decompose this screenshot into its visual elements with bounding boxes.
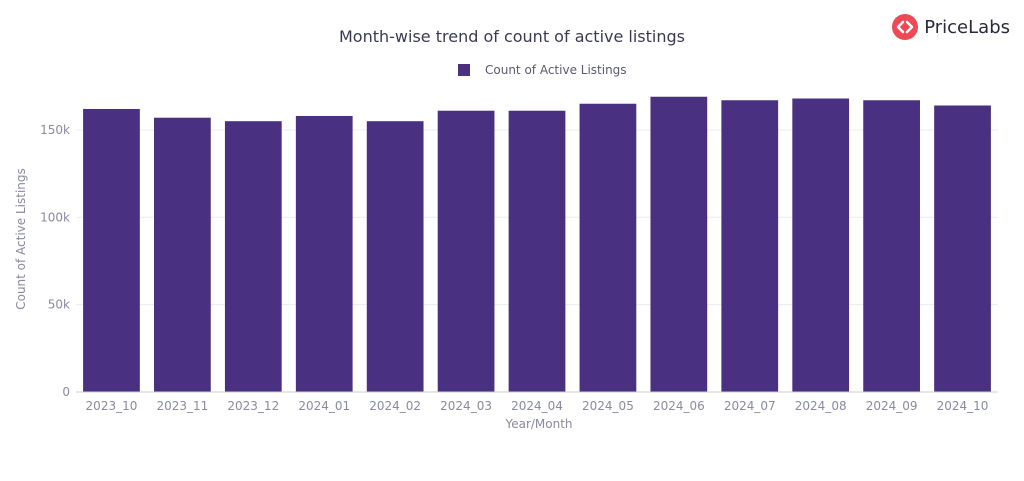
x-axis-label: Year/Month [504, 417, 572, 431]
bar [83, 108, 140, 392]
code-brackets-icon [892, 14, 919, 40]
y-axis-ticks: 0 50k 100k 150k [40, 123, 70, 399]
x-tick-label: 2023_11 [156, 399, 208, 413]
x-tick-label: 2023_12 [227, 399, 279, 413]
x-tick-label: 2024_03 [440, 399, 492, 413]
bar [224, 121, 282, 393]
x-axis-ticks: 2023_10 2023_11 2023_12 2024_01 2024_02 2024_… [86, 399, 989, 413]
bar [437, 110, 495, 393]
x-tick-label: 2024_08 [795, 399, 847, 413]
x-tick-label: 2024_05 [582, 399, 634, 413]
bar [154, 117, 211, 392]
brand-name: PriceLabs [924, 16, 1010, 38]
bar [650, 96, 708, 392]
legend-swatch [458, 64, 470, 76]
bar [934, 105, 991, 392]
bar [792, 98, 850, 393]
y-axis-label: Count of Active Listings [14, 168, 28, 310]
bar [579, 103, 637, 392]
y-tick-label: 100k [40, 210, 70, 224]
bar [508, 110, 566, 393]
x-tick-label: 2024_01 [298, 399, 350, 413]
bar [863, 100, 920, 392]
bar [721, 100, 779, 392]
y-tick-label: 50k [48, 298, 70, 312]
x-tick-label: 2024_06 [653, 399, 705, 413]
bar [366, 121, 424, 393]
x-tick-label: 2023_10 [86, 399, 138, 413]
y-tick-label: 150k [40, 123, 70, 137]
x-tick-label: 2024_04 [511, 399, 563, 413]
bar [295, 115, 353, 392]
legend: Count of Active Listings [458, 63, 627, 77]
x-tick-label: 2024_02 [369, 399, 421, 413]
x-tick-label: 2024_10 [937, 399, 989, 413]
chart-title: Month-wise trend of count of active list… [339, 27, 685, 46]
x-tick-label: 2024_07 [724, 399, 776, 413]
x-tick-label: 2024_09 [866, 399, 918, 413]
y-tick-label: 0 [62, 385, 70, 399]
bars [83, 96, 991, 393]
brand-logo: PriceLabs [892, 14, 1010, 40]
legend-label: Count of Active Listings [485, 63, 627, 77]
